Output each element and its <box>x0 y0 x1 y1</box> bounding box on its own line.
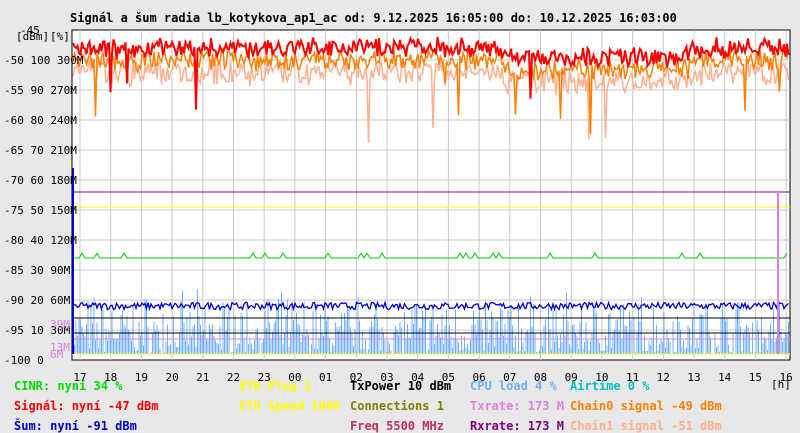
legend-item: CPU load 4 % <box>470 379 557 393</box>
x-tick-label: 16 <box>779 371 792 384</box>
series-signal <box>72 35 790 110</box>
x-tick-label: 04 <box>411 371 425 384</box>
series-noise <box>72 300 789 312</box>
side-scale-label: 13M <box>50 341 70 354</box>
x-tick-label: 09 <box>565 371 578 384</box>
x-tick-label: 15 <box>749 371 762 384</box>
series-chain0-signal <box>72 46 790 135</box>
legend-item: Šum: nyní -91 dBm <box>14 419 137 433</box>
x-tick-label: 13 <box>687 371 700 384</box>
x-tick-label: 12 <box>657 371 670 384</box>
x-tick-label: 03 <box>380 371 393 384</box>
y-tick-label: -80 40 120M <box>4 234 77 247</box>
y-tick-label: -55 90 270M <box>4 84 77 97</box>
y-tick-label: -60 80 240M <box>4 114 77 127</box>
x-tick-label: 23 <box>258 371 271 384</box>
x-unit-label: [h] <box>771 378 791 391</box>
x-tick-label: 01 <box>319 371 332 384</box>
x-tick-label: 20 <box>165 371 178 384</box>
x-tick-label: 22 <box>227 371 240 384</box>
unit-label-pct: [%] <box>50 30 70 43</box>
series-chain1-signal <box>72 57 790 143</box>
legend-item: ETH Speed 1000 <box>239 399 341 413</box>
legend-item: Signál: nyní -47 dBm <box>14 399 159 413</box>
legend-item: Freq 5500 MHz <box>350 419 444 433</box>
x-tick-label: 08 <box>534 371 547 384</box>
x-tick-label: 07 <box>503 371 516 384</box>
legend-item: Chain0 signal -49 dBm <box>570 399 722 413</box>
x-tick-label: 21 <box>196 371 209 384</box>
unit-label-dbm: [dBm] <box>16 30 49 43</box>
y-tick-label: -90 20 60M <box>4 294 71 307</box>
x-tick-label: 02 <box>350 371 363 384</box>
y-tick-label: -50 100 300M <box>4 54 84 67</box>
x-tick-label: 19 <box>135 371 148 384</box>
side-scale-label: 6M <box>50 348 64 361</box>
legend-item: Chain1 signal -51 dBm <box>570 419 722 433</box>
x-tick-label: 00 <box>288 371 301 384</box>
legend-item: CINR: nyní 34 % <box>14 379 123 393</box>
y-tick-label: -65 70 210M <box>4 144 77 157</box>
x-tick-label: 05 <box>442 371 455 384</box>
legend-item: Txrate: 173 M <box>470 399 564 413</box>
x-tick-label: 10 <box>595 371 608 384</box>
x-tick-label: 11 <box>626 371 639 384</box>
legend-item: Airtime 0 % <box>570 379 650 393</box>
x-tick-label: 18 <box>104 371 117 384</box>
x-tick-label: 17 <box>73 371 86 384</box>
y-tick-label: -95 10 30M <box>4 324 71 337</box>
legend-item: TxPower 10 dBm <box>350 379 452 393</box>
y-tick-label: -70 60 180M <box>4 174 77 187</box>
y-top-label: -45 <box>20 24 40 37</box>
chart-title: Signál a šum radia lb_kotykova_ap1_ac od… <box>70 11 677 26</box>
legend-item: Rxrate: 173 M <box>470 419 564 433</box>
side-scale-label: 39M <box>50 318 70 331</box>
plot-background <box>71 29 791 361</box>
x-tick-label: 06 <box>472 371 485 384</box>
legend-item: Connections 1 <box>350 399 444 413</box>
y-bottom-label: -100 0 <box>4 354 44 367</box>
x-tick-label: 14 <box>718 371 732 384</box>
y-tick-label: -75 50 150M <box>4 204 77 217</box>
plot-area <box>72 30 790 360</box>
series-cinr <box>73 252 788 259</box>
legend-item: ETH Plug 1 <box>239 379 312 393</box>
y-tick-label: -85 30 90M <box>4 264 71 277</box>
